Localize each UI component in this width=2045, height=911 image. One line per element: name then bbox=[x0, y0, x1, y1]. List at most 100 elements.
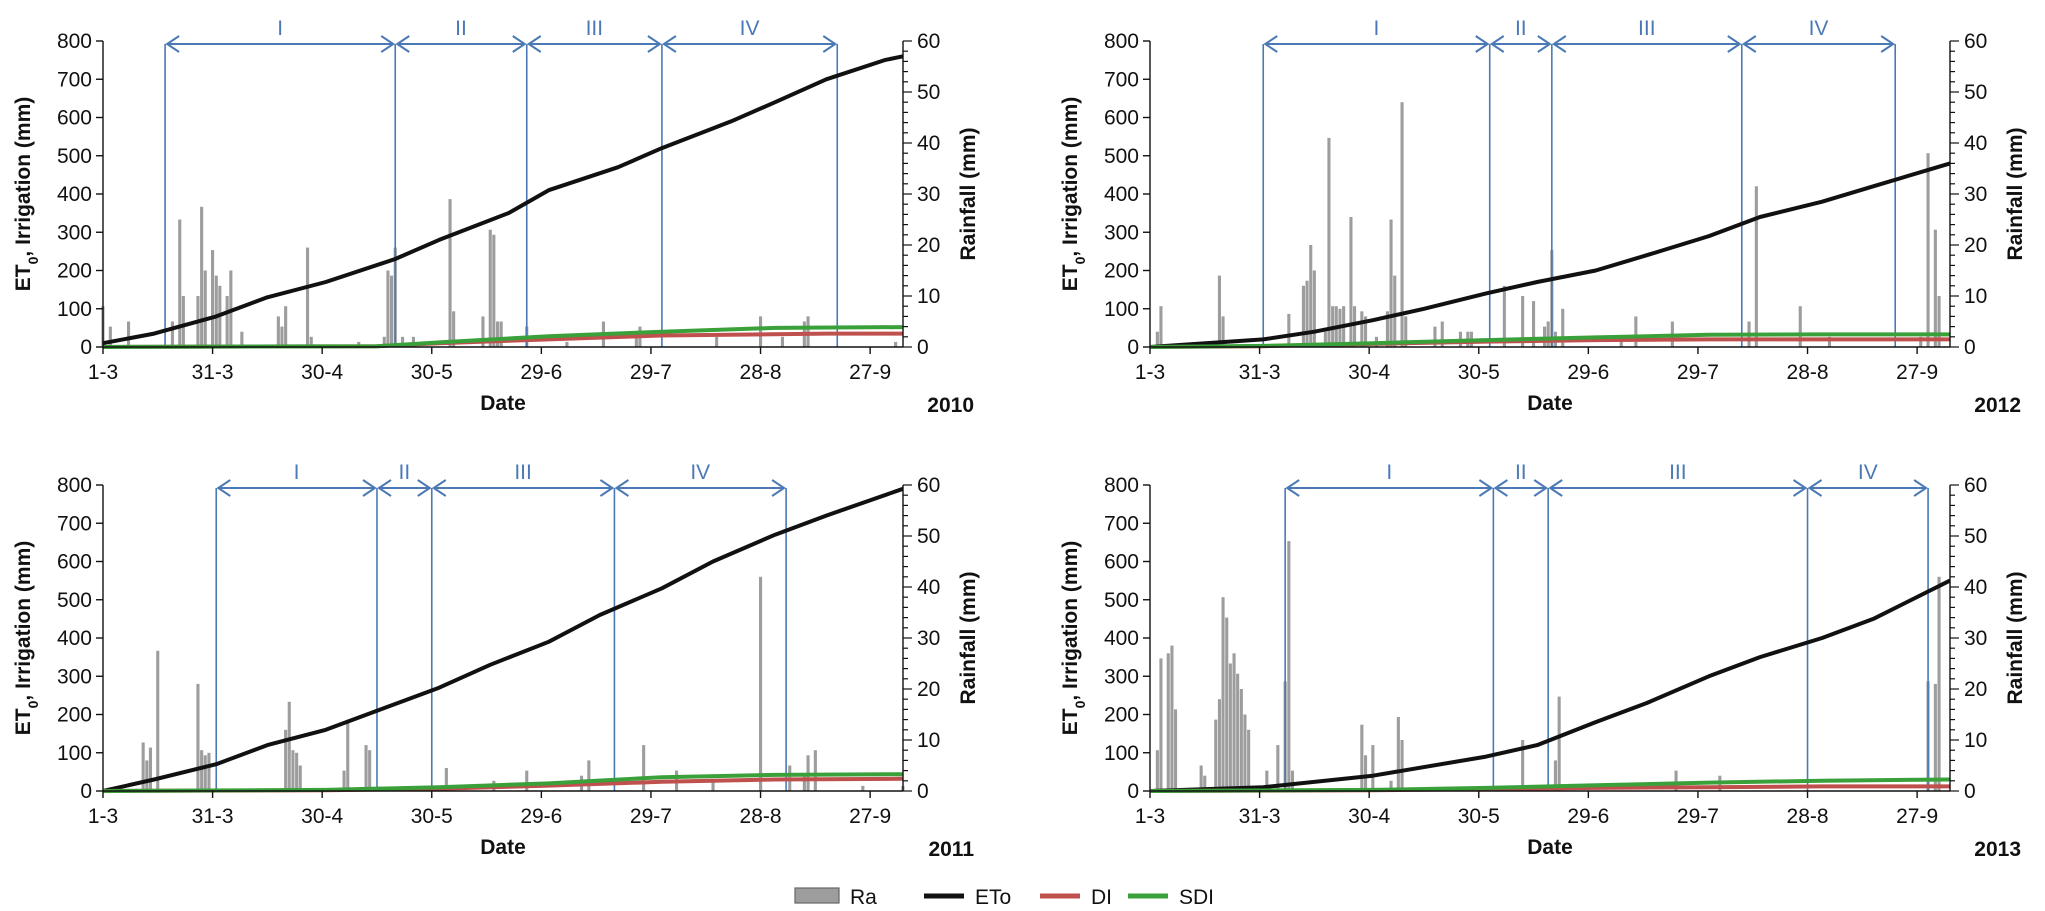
rainfall-bar bbox=[1389, 780, 1393, 791]
rainfall-bar bbox=[1349, 217, 1353, 347]
rainfall-bar bbox=[634, 331, 638, 347]
y-tick-label-left: 400 bbox=[57, 627, 92, 650]
x-tick-label: 1-3 bbox=[88, 361, 118, 384]
rainfall-bar bbox=[715, 336, 719, 347]
rainfall-bar bbox=[813, 750, 817, 791]
stage-arrowhead-left bbox=[1741, 35, 1757, 53]
rainfall-bar bbox=[1221, 597, 1225, 791]
rainfall-bar bbox=[287, 701, 291, 792]
stage-arrowhead-right bbox=[1478, 479, 1494, 497]
y-tick-label-right: 20 bbox=[1964, 678, 1987, 701]
rainfall-bar bbox=[711, 780, 715, 791]
stage-arrowhead-left bbox=[1552, 35, 1567, 53]
x-axis-title: Date bbox=[480, 836, 526, 859]
x-tick-label: 29-7 bbox=[1677, 361, 1719, 384]
y-tick-label-left: 500 bbox=[57, 589, 92, 612]
y-tick-label-right: 30 bbox=[917, 627, 940, 650]
y-tick-label-left: 600 bbox=[1104, 107, 1139, 130]
rainfall-bar bbox=[1532, 301, 1536, 347]
rainfall-bar bbox=[211, 250, 215, 347]
rainfall-bar bbox=[1166, 653, 1170, 791]
rainfall-bar bbox=[488, 229, 492, 347]
y-tick-label-right: 50 bbox=[917, 81, 940, 104]
stage-arrowhead-left bbox=[431, 479, 447, 497]
rainfall-bar bbox=[525, 770, 529, 791]
rainfall-bar bbox=[448, 199, 452, 347]
series-line-eto bbox=[1149, 161, 1951, 349]
x-tick-label: 29-7 bbox=[630, 361, 672, 384]
x-tick-label: 31-3 bbox=[1239, 805, 1281, 828]
stage-label: III bbox=[514, 461, 532, 484]
x-tick-label: 31-3 bbox=[192, 361, 234, 384]
rainfall-bar bbox=[1396, 717, 1400, 791]
rainfall-bar bbox=[203, 270, 207, 347]
stage-label: I bbox=[294, 461, 300, 484]
rainfall-bar bbox=[1174, 709, 1178, 791]
y-axis-title-left: ET0, Irrigation (mm) bbox=[1059, 97, 1088, 291]
stage-arrowhead-right bbox=[1475, 35, 1490, 53]
rainfall-bar bbox=[1243, 714, 1247, 791]
rainfall-bar bbox=[894, 341, 898, 347]
rainfall-bar bbox=[170, 321, 174, 347]
legend-swatch-ra bbox=[794, 887, 840, 904]
rainfall-bar bbox=[181, 296, 185, 347]
x-tick-label: 30-5 bbox=[1458, 805, 1500, 828]
year-label: 2010 bbox=[927, 394, 974, 417]
x-tick-label: 29-6 bbox=[1567, 805, 1609, 828]
x-tick-label: 30-4 bbox=[1348, 805, 1390, 828]
y-tick-label-right: 40 bbox=[1964, 576, 1987, 599]
rainfall-bar bbox=[1228, 663, 1232, 791]
rainfall-bar bbox=[1634, 316, 1638, 347]
x-tick-label: 1-3 bbox=[1135, 361, 1165, 384]
stage-arrowhead-right bbox=[512, 35, 527, 53]
y-tick-label-right: 30 bbox=[1964, 183, 1987, 206]
stage-arrowhead-left bbox=[377, 479, 392, 497]
rainfall-bar bbox=[444, 768, 448, 791]
rainfall-bar bbox=[1290, 770, 1294, 791]
y-tick-label-right: 20 bbox=[917, 234, 940, 257]
stage-arrowhead-left bbox=[1548, 479, 1563, 497]
rainfall-bar bbox=[1276, 745, 1280, 791]
x-tick-label: 29-6 bbox=[520, 805, 562, 828]
rainfall-bar bbox=[1287, 541, 1291, 791]
x-axis-title: Date bbox=[480, 392, 526, 415]
rainfall-bar bbox=[291, 750, 295, 791]
stage-arrowhead-right bbox=[417, 479, 432, 497]
rainfall-bar bbox=[1203, 775, 1207, 791]
y-tick-label-left: 300 bbox=[57, 221, 92, 244]
series-line-sdi bbox=[102, 325, 904, 349]
panel-2012: I II III IV01002003004005006007008000102030… bbox=[1059, 17, 2027, 417]
x-tick-label: 27-9 bbox=[849, 361, 891, 384]
y-tick-label-left: 200 bbox=[57, 260, 92, 283]
y-tick-label-left: 200 bbox=[1104, 260, 1139, 283]
y-axis-title-right: Rainfall (mm) bbox=[957, 571, 980, 704]
rainfall-bar bbox=[1239, 689, 1243, 791]
y-tick-label-left: 0 bbox=[80, 780, 92, 803]
rainfall-bar bbox=[108, 326, 112, 347]
rainfall-bar bbox=[284, 306, 288, 347]
series-line-eto bbox=[102, 486, 904, 793]
x-tick-label: 30-5 bbox=[1458, 361, 1500, 384]
rainfall-bar bbox=[1221, 316, 1225, 347]
y-tick-label-right: 0 bbox=[1964, 336, 1976, 359]
x-tick-label: 30-4 bbox=[301, 361, 343, 384]
rainfall-bar bbox=[1155, 331, 1159, 347]
rainfall-bar bbox=[207, 752, 211, 792]
rainfall-bar bbox=[203, 755, 207, 791]
stage-label: II bbox=[455, 17, 467, 40]
rainfall-bar bbox=[309, 336, 313, 347]
y-axis-title-right: Rainfall (mm) bbox=[2004, 127, 2027, 260]
stage-label: IV bbox=[690, 461, 710, 484]
stage-arrowhead-right bbox=[1537, 35, 1552, 53]
rainfall-bar bbox=[1265, 770, 1269, 791]
rainfall-bar bbox=[642, 745, 646, 791]
stage-arrowhead-left bbox=[1285, 479, 1300, 497]
rainfall-bar bbox=[861, 785, 865, 791]
rainfall-bar bbox=[1217, 699, 1221, 791]
rainfall-bar bbox=[1287, 313, 1291, 347]
rainfall-bar bbox=[1236, 673, 1240, 791]
rainfall-bar bbox=[499, 321, 503, 347]
x-tick-label: 27-9 bbox=[1896, 361, 1938, 384]
y-tick-label-right: 10 bbox=[1964, 285, 1987, 308]
rainfall-bar bbox=[200, 206, 204, 348]
